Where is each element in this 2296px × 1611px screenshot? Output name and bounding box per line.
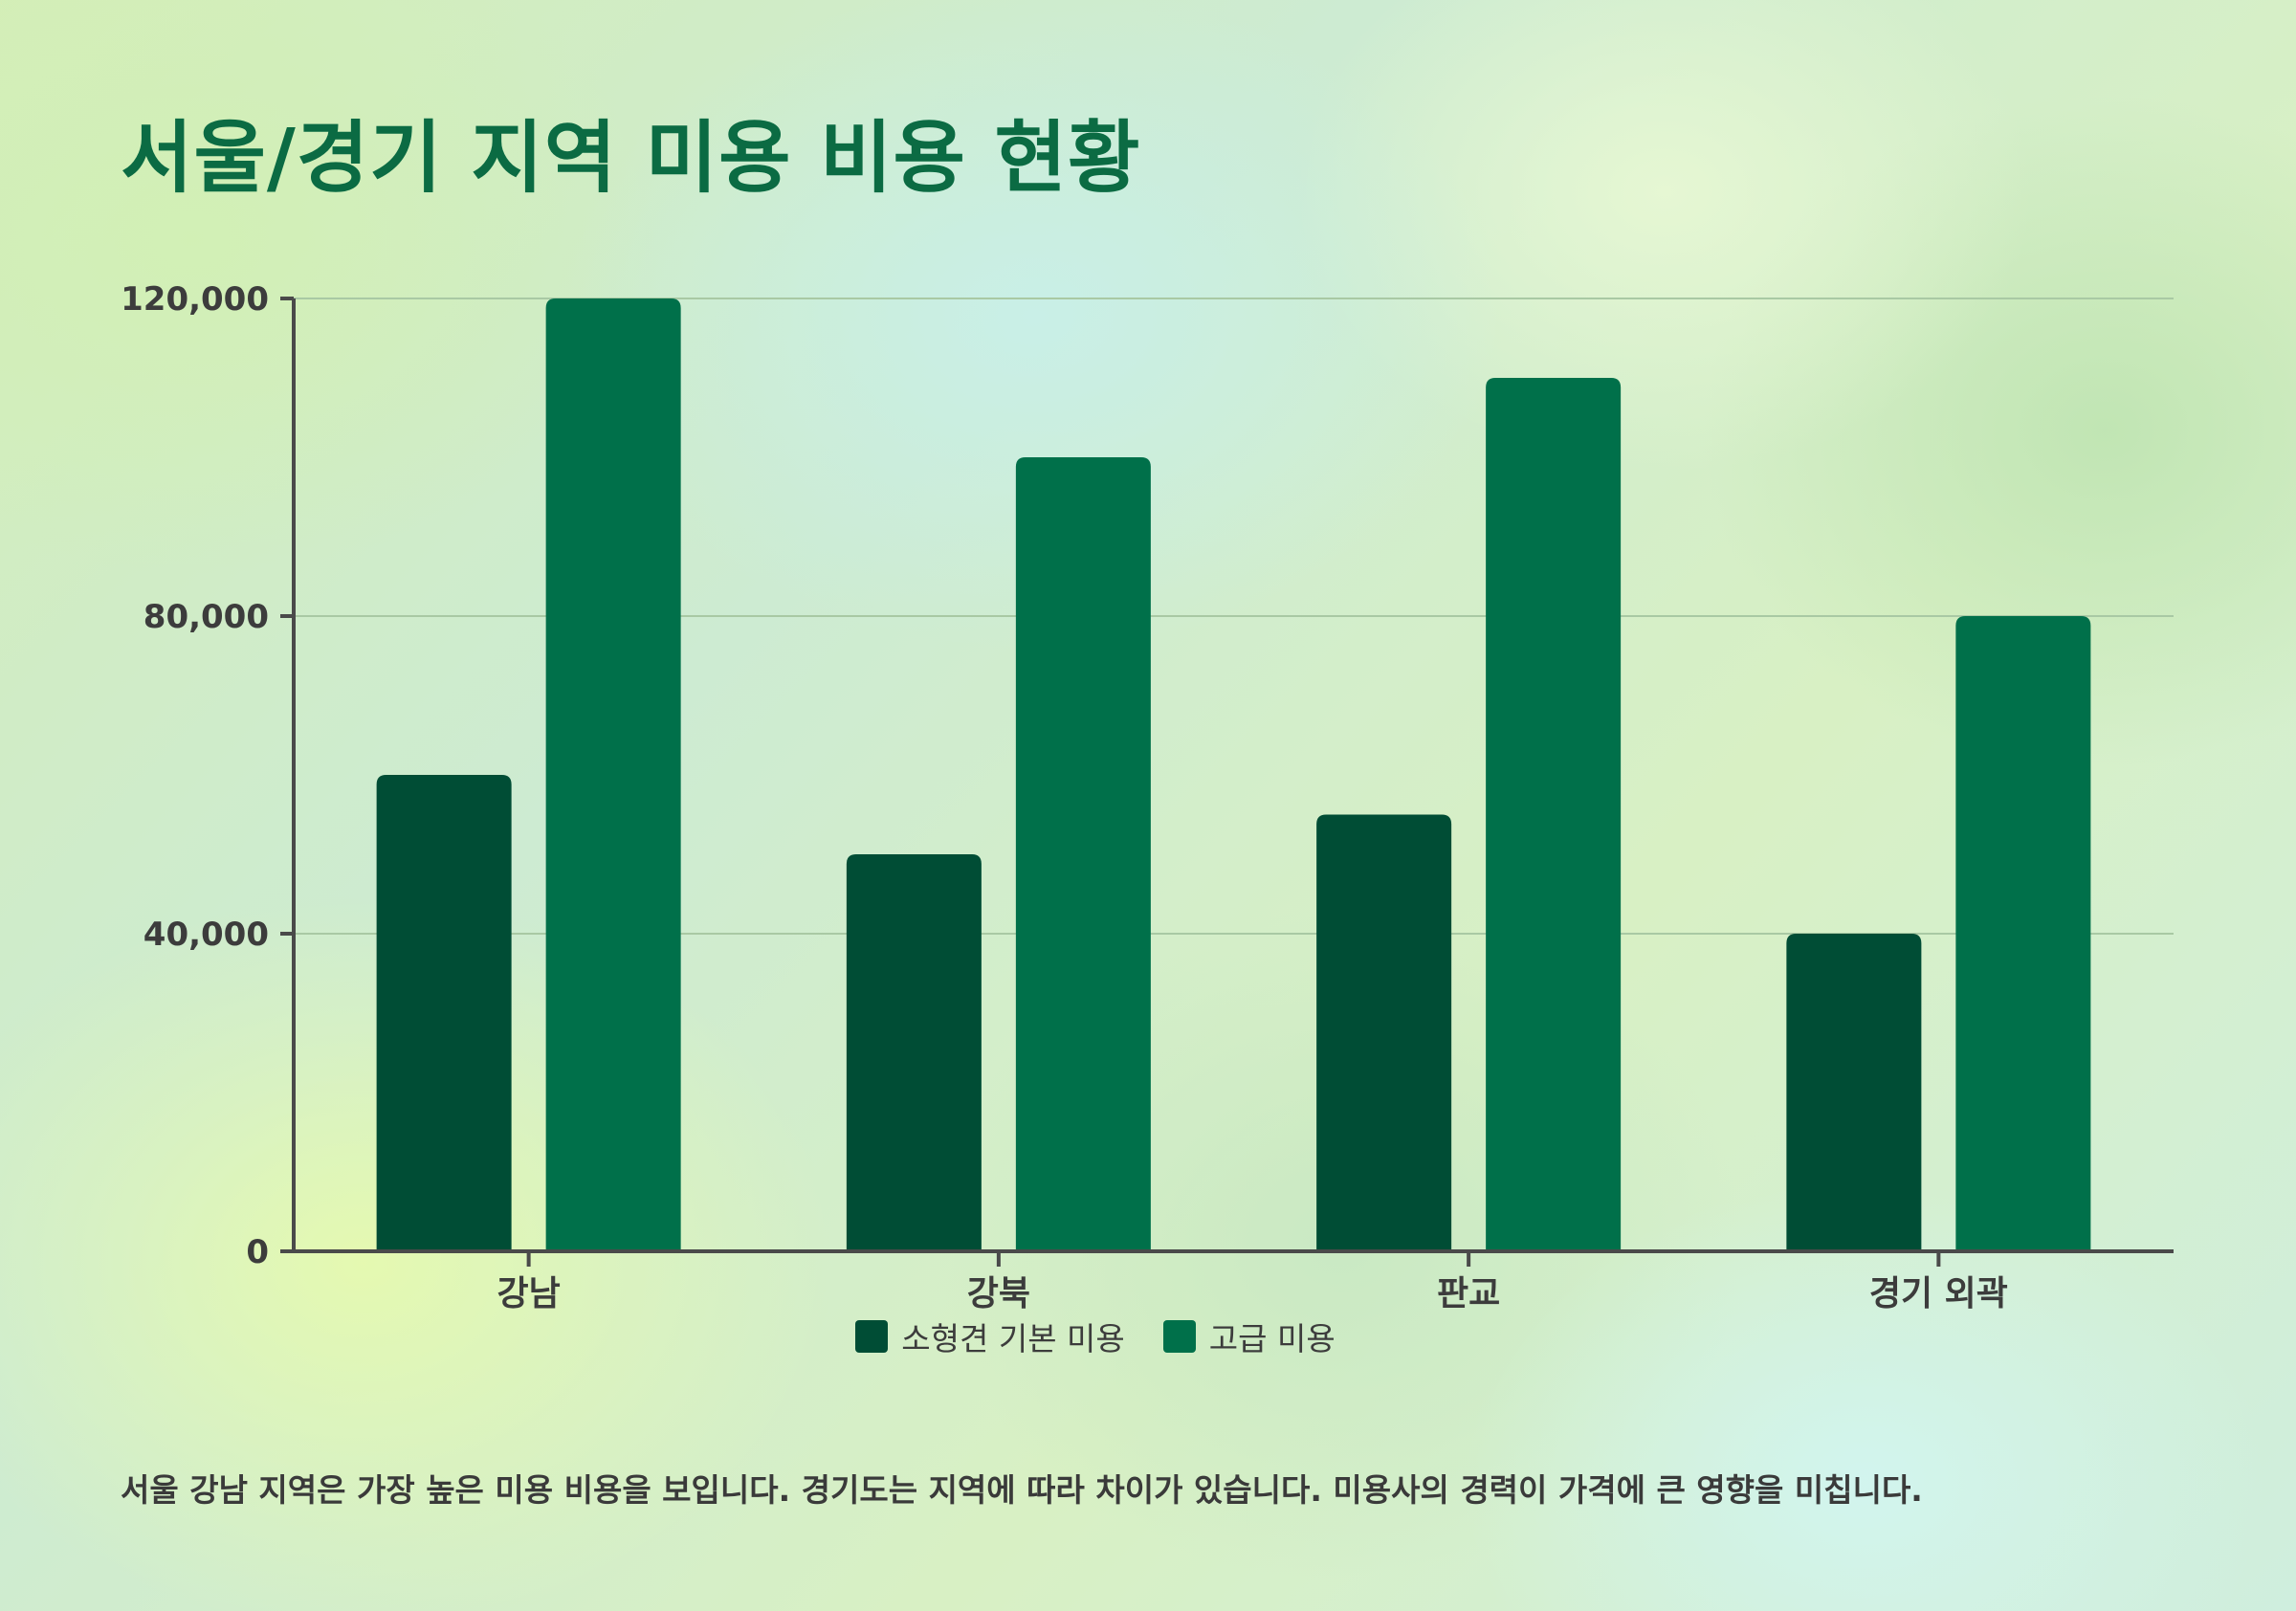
legend-label-premium: 고급 미용 <box>1208 1320 1336 1357</box>
tick-labels: 0 40,000 80,000 120,000 강남 강북 판교 경기 외곽 <box>121 280 2008 1313</box>
bar-premium <box>1015 457 1151 1251</box>
y-tick-label: 120,000 <box>121 280 269 319</box>
x-tick-label: 강북 <box>967 1274 1030 1313</box>
bar-premium <box>1955 616 2091 1251</box>
y-tick-label: 0 <box>246 1233 269 1271</box>
axes <box>280 297 2174 1267</box>
bar-basic <box>846 854 982 1251</box>
y-tick-label: 40,000 <box>144 916 269 954</box>
bar-basic <box>1316 814 1452 1251</box>
bar-basic <box>1786 934 1922 1251</box>
page-title: 서울/경기 지역 미용 비용 현황 <box>121 113 1141 204</box>
x-tick-label: 강남 <box>497 1274 561 1313</box>
legend-swatch-premium <box>1162 1320 1196 1353</box>
x-tick-label: 판교 <box>1437 1274 1500 1313</box>
legend-label-basic: 소형견 기본 미용 <box>901 1320 1125 1357</box>
bar-basic <box>376 775 512 1251</box>
bar-premium <box>545 298 681 1251</box>
chart-description: 서울 강남 지역은 가장 높은 미용 비용을 보입니다. 경기도는 지역에 따라… <box>121 1471 1923 1509</box>
legend-item-basic: 소형견 기본 미용 <box>855 1313 1125 1359</box>
bars <box>376 298 2091 1251</box>
bar-premium <box>1486 378 1622 1251</box>
legend-item-premium: 고급 미용 <box>1162 1313 1336 1359</box>
legend-swatch-basic <box>855 1320 889 1353</box>
legend: 소형견 기본 미용 고급 미용 <box>0 1313 2191 1359</box>
y-tick-label: 80,000 <box>144 598 269 636</box>
x-tick-label: 경기 외곽 <box>1869 1274 2008 1313</box>
